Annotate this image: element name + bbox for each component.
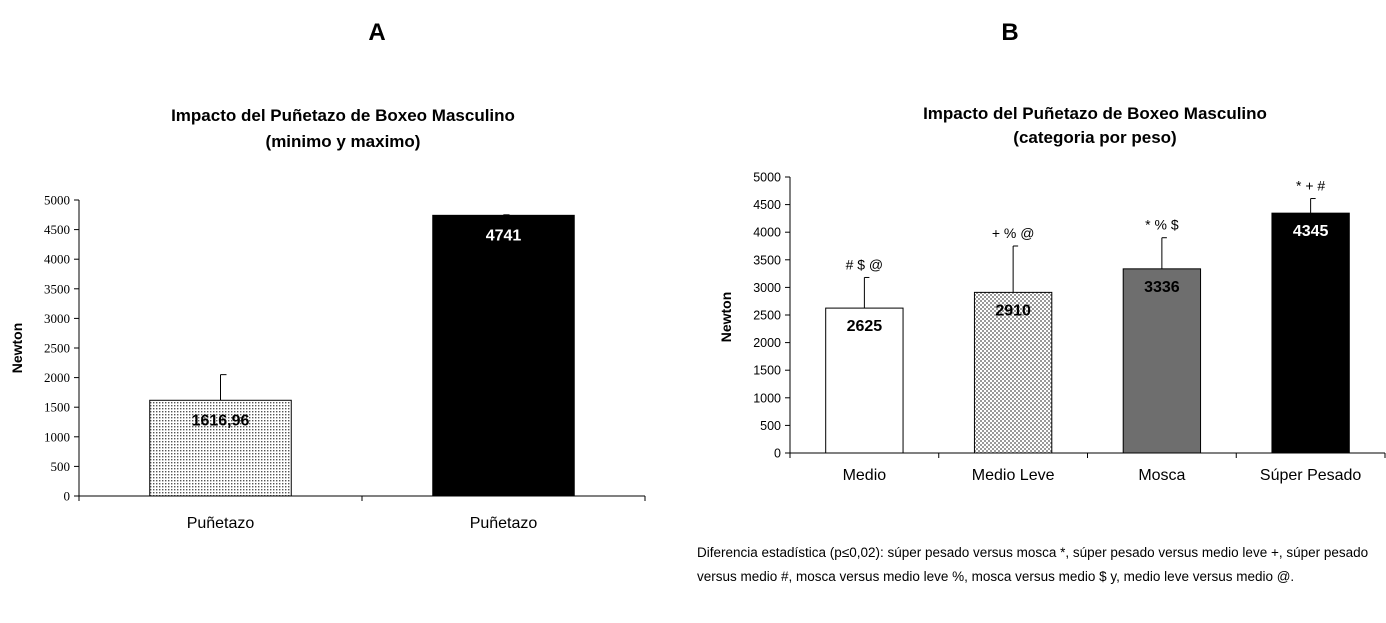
y-tick-label: 3500 — [44, 281, 70, 296]
chart-a-title: Impacto del Puñetazo de Boxeo Masculino — [171, 106, 515, 125]
x-tick-label: Puñetazo — [470, 515, 538, 532]
bar-value-label: 4345 — [1293, 223, 1329, 240]
y-tick-label: 2500 — [44, 341, 70, 356]
y-tick-label: 1000 — [753, 391, 781, 405]
bar-value-label: 1616,96 — [192, 412, 250, 429]
significance-footnote: Diferencia estadística (p≤0,02): súper p… — [697, 545, 1369, 584]
x-tick-label: Súper Pesado — [1260, 467, 1362, 484]
bar-value-label: 4741 — [486, 227, 522, 244]
chart-a: Impacto del Puñetazo de Boxeo Masculino … — [9, 106, 646, 532]
x-tick-label: Puñetazo — [187, 515, 255, 532]
x-tick-label: Medio — [843, 467, 887, 484]
significance-marker: + % @ — [992, 225, 1035, 241]
x-tick-label: Medio Leve — [972, 467, 1055, 484]
bar-value-label: 3336 — [1144, 279, 1180, 296]
chart-b: Impacto del Puñetazo de Boxeo Masculino … — [718, 104, 1386, 484]
y-tick-label: 1000 — [44, 429, 70, 444]
y-tick-label: 2000 — [44, 370, 70, 385]
bar-value-label: 2910 — [995, 302, 1031, 319]
bar — [973, 291, 1053, 454]
y-tick-label: 500 — [760, 419, 781, 433]
y-tick-label: 5000 — [44, 193, 70, 208]
chart-b-y-axis-label: Newton — [718, 292, 734, 343]
bar — [1122, 268, 1202, 454]
x-tick-label: Mosca — [1138, 467, 1185, 484]
y-tick-label: 0 — [774, 447, 781, 461]
y-tick-label: 500 — [51, 459, 71, 474]
y-tick-label: 3500 — [753, 253, 781, 267]
panel-label-b: B — [1001, 19, 1018, 46]
y-tick-label: 5000 — [753, 171, 781, 185]
panel-label-a: A — [368, 19, 385, 46]
figure: A B Impacto del Puñetazo de Boxeo Mascul… — [9, 19, 1386, 532]
chart-a-subtitle: (minimo y maximo) — [266, 132, 421, 151]
y-tick-label: 2500 — [753, 309, 781, 323]
chart-b-subtitle: (categoria por peso) — [1013, 128, 1176, 147]
bar-value-label: 2625 — [847, 318, 883, 335]
y-tick-label: 3000 — [753, 281, 781, 295]
y-tick-label: 2000 — [753, 336, 781, 350]
bar — [149, 399, 292, 497]
y-tick-label: 1500 — [753, 364, 781, 378]
bar — [1271, 212, 1350, 454]
y-tick-label: 4000 — [44, 252, 70, 267]
chart-b-title: Impacto del Puñetazo de Boxeo Masculino — [923, 104, 1267, 123]
significance-marker: # $ @ — [846, 256, 884, 272]
y-tick-label: 4000 — [753, 226, 781, 240]
y-tick-label: 0 — [64, 489, 71, 504]
bar — [432, 214, 575, 497]
significance-marker: * + # — [1296, 178, 1325, 194]
y-tick-label: 1500 — [44, 400, 70, 415]
y-tick-label: 4500 — [753, 198, 781, 212]
bar — [825, 307, 904, 454]
significance-marker: * % $ — [1145, 217, 1179, 233]
y-tick-label: 4500 — [44, 222, 70, 237]
chart-a-y-axis-label: Newton — [9, 323, 25, 374]
y-tick-label: 3000 — [44, 311, 70, 326]
